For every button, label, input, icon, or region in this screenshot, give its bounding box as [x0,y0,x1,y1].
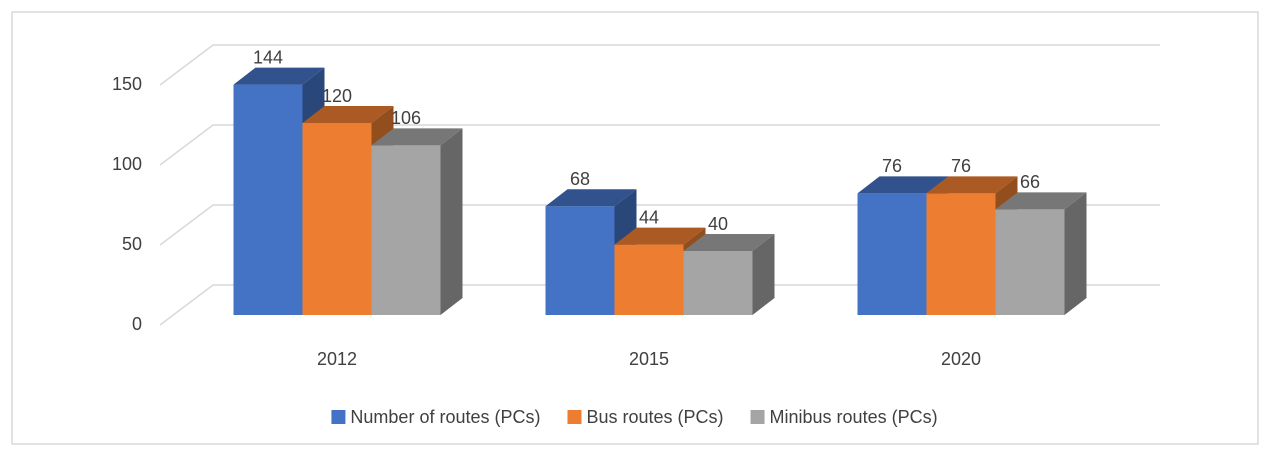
bar-front [683,251,753,315]
bar-top [302,106,394,123]
bar-top [683,234,775,251]
legend-swatch [331,410,346,424]
data-label: 76 [882,156,902,176]
bar-front [995,209,1065,315]
data-label: 120 [322,86,352,106]
bar-front [545,206,615,315]
bar-front [233,84,303,315]
legend-label: Number of routes (PCs) [350,407,540,427]
bar-top [371,128,463,146]
bar-top [995,192,1087,210]
y-tick-label: 100 [112,154,142,174]
bar-top [233,67,325,85]
legend-swatch [567,410,582,424]
x-tick-label: 2012 [317,349,357,369]
bar-side [752,234,775,315]
bar-top [857,176,949,194]
bar-side [1064,192,1087,315]
x-tick-label: 2020 [941,349,981,369]
grid-line [159,284,1160,326]
data-label: 68 [570,169,590,189]
grid-line [159,124,1160,166]
y-tick-label: 50 [122,234,142,254]
data-label: 144 [253,47,283,67]
grid-line [159,44,1160,86]
bar [683,234,775,315]
y-tick-label: 150 [112,74,142,94]
bar-top [614,227,706,245]
bar-side [440,128,463,315]
bar-front [302,123,372,315]
y-tick-label: 0 [132,314,142,334]
legend-label: Bus routes (PCs) [586,407,723,427]
legend-swatch [750,410,765,424]
bar [371,128,463,315]
bar-front [371,145,441,315]
bar [995,192,1087,315]
x-tick-label: 2015 [629,349,669,369]
bar-front [614,244,684,315]
legend-label: Minibus routes (PCs) [770,407,938,427]
bar-top [545,189,637,207]
data-label: 66 [1020,172,1040,192]
bar-top [926,176,1018,194]
grid-line [159,204,1160,246]
data-label: 44 [639,207,659,227]
data-label: 76 [951,156,971,176]
bar-front [926,193,996,315]
data-label: 106 [391,108,421,128]
data-label: 40 [708,214,728,234]
bar-front [857,193,927,315]
